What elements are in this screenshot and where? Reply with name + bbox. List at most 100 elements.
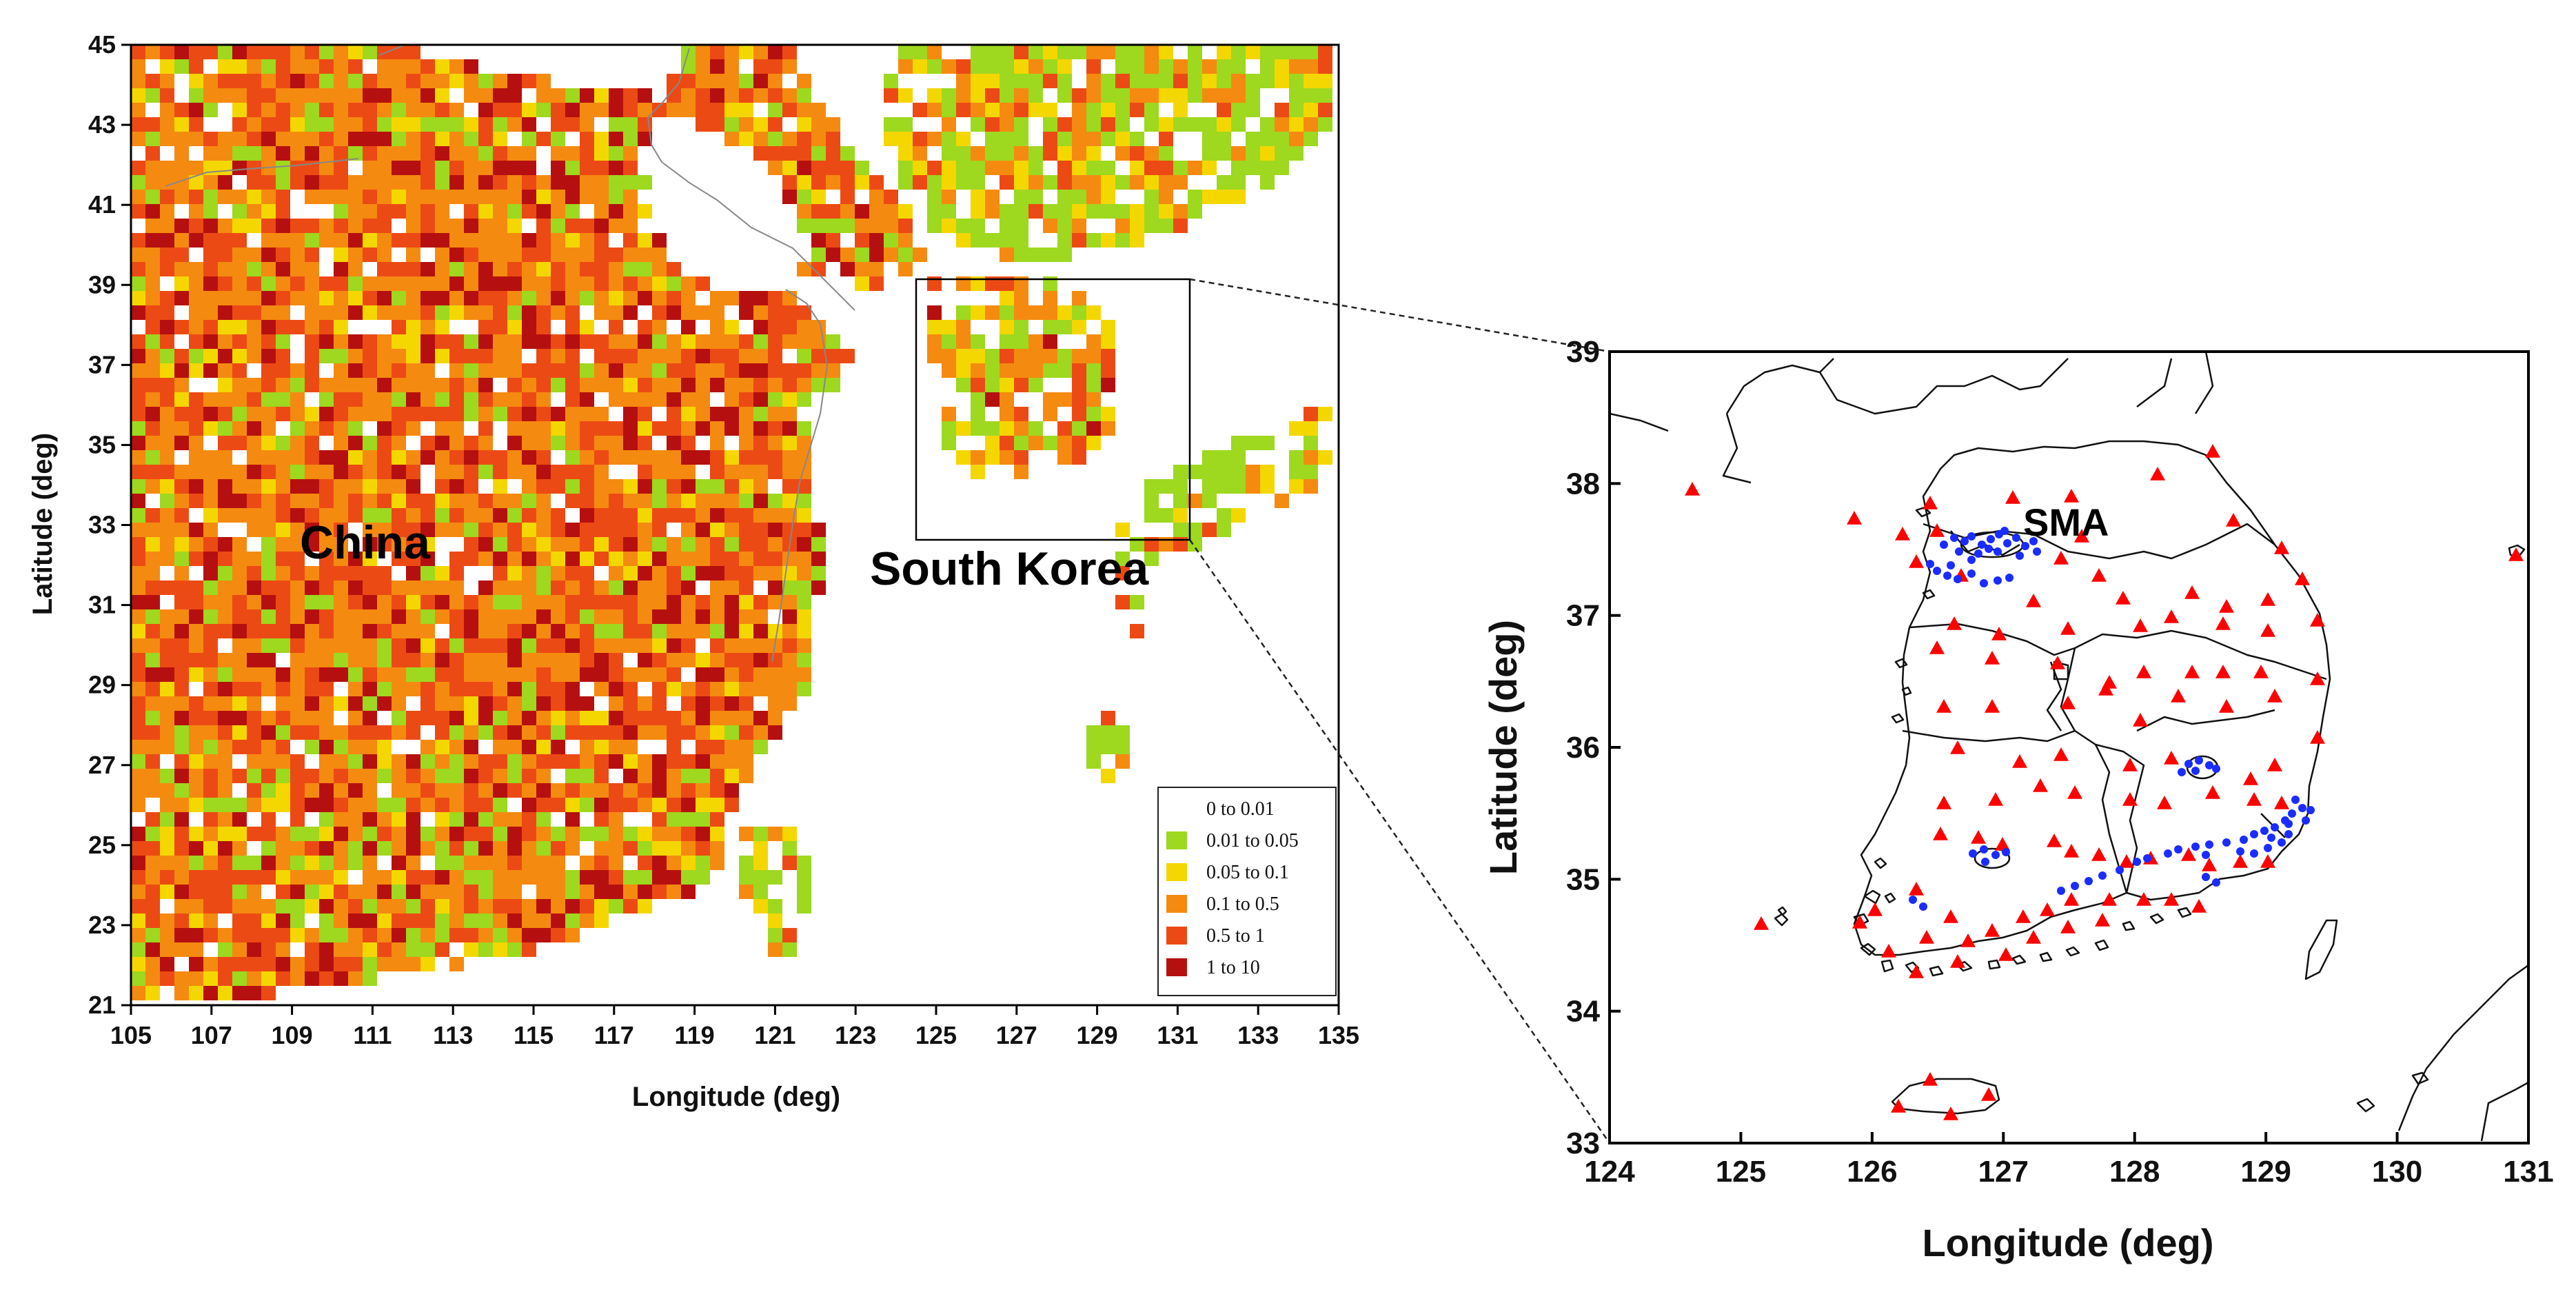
grid-cell (305, 291, 319, 305)
grid-cell (696, 276, 710, 291)
grid-cell (594, 725, 609, 740)
grid-cell (638, 421, 652, 436)
grid-cell (392, 841, 406, 856)
grid-cell (406, 914, 420, 928)
grid-cell (522, 769, 536, 783)
grid-cell (478, 291, 493, 305)
grid-cell (261, 581, 276, 595)
grid-cell (1231, 88, 1246, 103)
grid-cell (797, 436, 811, 450)
grid-cell (290, 537, 305, 552)
grid-cell (406, 537, 420, 552)
grid-cell (160, 479, 174, 494)
grid-cell (348, 841, 363, 856)
grid-cell (1057, 117, 1072, 132)
grid-cell (623, 117, 638, 132)
grid-cell (551, 291, 565, 305)
grid-cell (913, 175, 927, 190)
grid-cell (768, 552, 782, 566)
grid-cell (435, 320, 449, 334)
grid-cell (1101, 320, 1115, 334)
grid-cell (536, 783, 551, 798)
grid-cell (218, 667, 232, 682)
grid-cell (392, 59, 406, 74)
grid-cell (334, 827, 348, 841)
grid-cell (435, 204, 449, 219)
grid-cell (667, 436, 681, 450)
grid-cell (797, 349, 811, 363)
grid-cell (536, 74, 551, 88)
grid-cell (305, 899, 319, 914)
grid-cell (522, 334, 536, 349)
grid-cell (261, 667, 276, 682)
grid-cell (565, 88, 580, 103)
grid-cell (1043, 349, 1057, 363)
grid-cell (319, 899, 334, 914)
grid-cell (305, 450, 319, 465)
grid-cell (305, 595, 319, 609)
grid-cell (145, 436, 160, 450)
grid-cell (1115, 204, 1130, 219)
grid-cell (768, 88, 782, 103)
grid-cell (276, 291, 290, 305)
grid-cell (609, 88, 623, 103)
grid-cell (1043, 392, 1057, 407)
grid-cell (1028, 146, 1043, 161)
station-dot-marker (2222, 838, 2231, 847)
grid-cell (406, 581, 420, 595)
grid-cell (1159, 219, 1173, 233)
grid-cell (1072, 204, 1086, 219)
grid-cell (565, 363, 580, 378)
grid-cell (580, 667, 594, 682)
grid-cell (420, 175, 435, 190)
grid-cell (753, 725, 768, 740)
grid-cell (667, 334, 681, 349)
grid-cell (189, 552, 203, 566)
grid-cell (449, 711, 464, 725)
grid-cell (363, 696, 377, 711)
grid-cell (493, 74, 507, 88)
grid-cell (290, 971, 305, 986)
grid-cell (710, 581, 724, 595)
grid-cell (971, 219, 985, 233)
grid-cell (623, 523, 638, 537)
grid-cell (927, 88, 942, 103)
grid-cell (160, 928, 174, 942)
grid-cell (377, 667, 392, 682)
grid-cell (305, 624, 319, 638)
grid-cell (189, 219, 203, 233)
grid-cell (507, 320, 522, 334)
grid-cell (363, 537, 377, 552)
grid-cell (739, 494, 753, 508)
grid-cell (884, 132, 898, 146)
grid-cell (232, 899, 247, 914)
grid-cell (174, 262, 189, 276)
grid-cell (305, 479, 319, 494)
grid-cell (609, 103, 623, 117)
grid-cell (667, 392, 681, 407)
grid-cell (565, 450, 580, 465)
grid-cell (218, 450, 232, 465)
grid-cell (392, 421, 406, 436)
grid-cell (667, 450, 681, 465)
grid-cell (753, 537, 768, 552)
station-dot-marker (2133, 858, 2141, 866)
grid-cell (276, 320, 290, 334)
grid-cell (594, 899, 609, 914)
grid-cell (305, 363, 319, 378)
grid-cell (464, 276, 478, 291)
grid-cell (652, 421, 667, 436)
grid-cell (1101, 711, 1115, 725)
grid-cell (536, 899, 551, 914)
station-triangle-marker (1991, 627, 2007, 640)
grid-cell (290, 711, 305, 725)
grid-cell (782, 407, 797, 421)
grid-cell (290, 725, 305, 740)
grid-cell (247, 971, 261, 986)
grid-cell (290, 276, 305, 291)
grid-cell (232, 537, 247, 552)
grid-cell (710, 653, 724, 667)
grid-cell (638, 667, 652, 682)
grid-cell (768, 566, 782, 581)
grid-cell (1217, 190, 1231, 204)
